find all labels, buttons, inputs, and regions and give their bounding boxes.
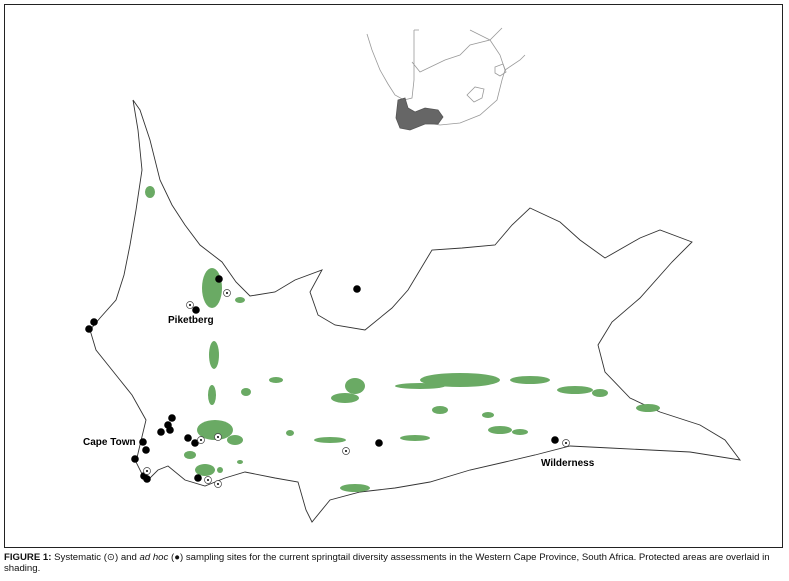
label-wilderness: Wilderness bbox=[541, 458, 595, 469]
adhoc-site-marker bbox=[131, 455, 139, 463]
protected-area bbox=[202, 268, 222, 308]
caption-label: FIGURE 1: bbox=[4, 552, 52, 563]
label-cape-town: Cape Town bbox=[83, 437, 136, 448]
adhoc-site-marker bbox=[551, 436, 559, 444]
protected-area bbox=[331, 393, 359, 403]
adhoc-site-marker bbox=[215, 275, 223, 283]
systematic-site-marker bbox=[562, 439, 570, 447]
protected-area bbox=[195, 464, 215, 476]
protected-area bbox=[145, 186, 155, 198]
inset-western-cape bbox=[395, 97, 444, 131]
figure-caption: FIGURE 1: Systematic (⊙) and ad hoc (●) … bbox=[4, 552, 785, 574]
protected-area bbox=[340, 484, 370, 492]
protected-areas bbox=[145, 186, 660, 492]
protected-area bbox=[269, 377, 283, 383]
systematic-site-marker bbox=[204, 476, 212, 484]
protected-area bbox=[314, 437, 346, 443]
adhoc-site-marker bbox=[143, 475, 151, 483]
protected-area bbox=[209, 341, 219, 369]
lesotho-outline bbox=[466, 86, 485, 103]
protected-area bbox=[512, 429, 528, 435]
caption-italic: ad hoc bbox=[139, 552, 169, 563]
systematic-site-marker bbox=[214, 433, 222, 441]
protected-area bbox=[197, 420, 233, 440]
adhoc-site-marker bbox=[142, 446, 150, 454]
adhoc-site-marker bbox=[139, 438, 147, 446]
systematic-site-marker bbox=[342, 447, 350, 455]
caption-text: ) and bbox=[114, 552, 140, 563]
protected-area bbox=[400, 435, 430, 441]
study-area-map: Piketberg Cape Town Wilderness bbox=[83, 27, 742, 523]
caption-text: ) sampling sites for the current springt… bbox=[4, 552, 770, 574]
protected-area bbox=[557, 386, 593, 394]
adhoc-site-marker bbox=[375, 439, 383, 447]
caption-text: Systematic ( bbox=[51, 552, 107, 563]
protected-area bbox=[241, 388, 251, 396]
inset-country-outline bbox=[366, 27, 526, 126]
protected-area bbox=[345, 378, 365, 394]
protected-area bbox=[592, 389, 608, 397]
systematic-site-marker bbox=[186, 301, 194, 309]
adhoc-site-marker bbox=[85, 325, 93, 333]
label-piketberg: Piketberg bbox=[168, 315, 214, 326]
eswatini-outline bbox=[494, 63, 507, 77]
systematic-symbol-icon: ⊙ bbox=[106, 552, 115, 563]
protected-area bbox=[432, 406, 448, 414]
adhoc-symbol-icon: ● bbox=[174, 552, 180, 563]
protected-area bbox=[510, 376, 550, 384]
protected-area bbox=[184, 451, 196, 459]
adhoc-site-marker bbox=[353, 285, 361, 293]
map-frame bbox=[4, 4, 783, 548]
protected-area bbox=[217, 467, 223, 473]
protected-area bbox=[482, 412, 494, 418]
protected-area bbox=[395, 383, 445, 389]
protected-area bbox=[488, 426, 512, 434]
adhoc-site-marker bbox=[192, 306, 200, 314]
systematic-site-marker bbox=[223, 289, 231, 297]
western-cape-outline bbox=[89, 99, 742, 523]
adhoc-site-marker bbox=[194, 474, 202, 482]
adhoc-site-marker bbox=[157, 428, 165, 436]
protected-area bbox=[636, 404, 660, 412]
protected-area bbox=[208, 385, 216, 405]
protected-area bbox=[237, 460, 243, 464]
protected-area bbox=[420, 373, 500, 387]
protected-area bbox=[227, 435, 243, 445]
adhoc-site-marker bbox=[184, 434, 192, 442]
adhoc-site-marker bbox=[191, 439, 199, 447]
sampling-sites bbox=[85, 275, 570, 488]
adhoc-site-marker bbox=[166, 426, 174, 434]
adhoc-site-marker bbox=[90, 318, 98, 326]
caption-text: ( bbox=[168, 552, 175, 563]
adhoc-site-marker bbox=[168, 414, 176, 422]
protected-area bbox=[235, 297, 245, 303]
systematic-site-marker bbox=[214, 480, 222, 488]
protected-area bbox=[286, 430, 294, 436]
south-africa-inset-map bbox=[366, 27, 526, 131]
systematic-site-marker bbox=[197, 436, 205, 444]
systematic-site-marker bbox=[143, 467, 151, 475]
